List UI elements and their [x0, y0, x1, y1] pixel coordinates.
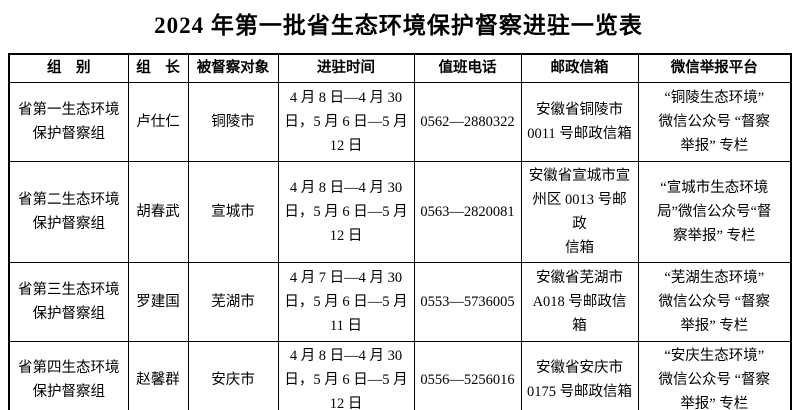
- page-title: 2024 年第一批省生态环境保护督察进驻一览表: [154, 13, 643, 38]
- cell-group: 省第二生态环境 保护督察组: [8, 160, 129, 263]
- inspection-table: 组 别 组 长 被督察对象 进驻时间 值班电话 邮政信箱 微信举报平台 省第一生…: [8, 53, 792, 410]
- cell-wechat: “芜湖生态环境” 微信公众号 “督察 举报” 专栏: [637, 261, 792, 342]
- cell-mailbox: 安徽省宣城市宣 州区 0013 号邮政 信箱: [520, 160, 639, 263]
- cell-time: 4 月 8 日—4 月 30 日，5 月 6 日—5 月 12 日: [277, 160, 415, 263]
- cell-group: 省第一生态环境 保护督察组: [8, 81, 129, 162]
- cell-leader: 卢仕仁: [127, 81, 189, 162]
- cell-target: 宣城市: [187, 160, 279, 263]
- cell-target: 芜湖市: [187, 261, 279, 342]
- col-header-group: 组 别: [8, 53, 129, 83]
- cell-time: 4 月 7 日—4 月 30 日，5 月 6 日—5 月 11 日: [277, 261, 415, 342]
- cell-wechat: “安庆生态环境” 微信公众号 “督察 举报” 专栏: [637, 340, 792, 410]
- cell-leader: 胡春武: [127, 160, 189, 263]
- cell-wechat: “铜陵生态环境” 微信公众号 “督察 举报” 专栏: [637, 81, 792, 162]
- cell-target: 安庆市: [187, 340, 279, 410]
- col-header-wechat: 微信举报平台: [637, 53, 792, 83]
- col-header-target: 被督察对象: [187, 53, 279, 83]
- cell-wechat: “宣城市生态环境 局”微信公众号“督 察举报” 专栏: [637, 160, 792, 263]
- cell-leader: 罗建国: [127, 261, 189, 342]
- table-header-row: 组 别 组 长 被督察对象 进驻时间 值班电话 邮政信箱 微信举报平台: [8, 53, 792, 83]
- cell-mailbox: 安徽省芜湖市 A018 号邮政信箱: [520, 261, 639, 342]
- cell-time: 4 月 8 日—4 月 30 日，5 月 6 日—5 月 12 日: [277, 340, 415, 410]
- cell-group: 省第三生态环境 保护督察组: [8, 261, 129, 342]
- col-header-time: 进驻时间: [277, 53, 415, 83]
- col-header-phone: 值班电话: [413, 53, 522, 83]
- cell-time: 4 月 8 日—4 月 30 日，5 月 6 日—5 月 12 日: [277, 81, 415, 162]
- cell-group: 省第四生态环境 保护督察组: [8, 340, 129, 410]
- col-header-mailbox: 邮政信箱: [520, 53, 639, 83]
- cell-phone: 0563—2820081: [413, 160, 522, 263]
- col-header-leader: 组 长: [127, 53, 189, 83]
- table-row: 省第一生态环境 保护督察组 卢仕仁 铜陵市 4 月 8 日—4 月 30 日，5…: [8, 81, 792, 162]
- table-row: 省第三生态环境 保护督察组 罗建国 芜湖市 4 月 7 日—4 月 30 日，5…: [8, 261, 792, 342]
- cell-mailbox: 安徽省铜陵市 0011 号邮政信箱: [520, 81, 639, 162]
- cell-phone: 0553—5736005: [413, 261, 522, 342]
- table-row: 省第二生态环境 保护督察组 胡春武 宣城市 4 月 8 日—4 月 30 日，5…: [8, 160, 792, 263]
- cell-mailbox: 安徽省安庆市 0175 号邮政信箱: [520, 340, 639, 410]
- cell-target: 铜陵市: [187, 81, 279, 162]
- cell-phone: 0556—5256016: [413, 340, 522, 410]
- cell-leader: 赵馨群: [127, 340, 189, 410]
- cell-phone: 0562—2880322: [413, 81, 522, 162]
- table-row: 省第四生态环境 保护督察组 赵馨群 安庆市 4 月 8 日—4 月 30 日，5…: [8, 340, 792, 410]
